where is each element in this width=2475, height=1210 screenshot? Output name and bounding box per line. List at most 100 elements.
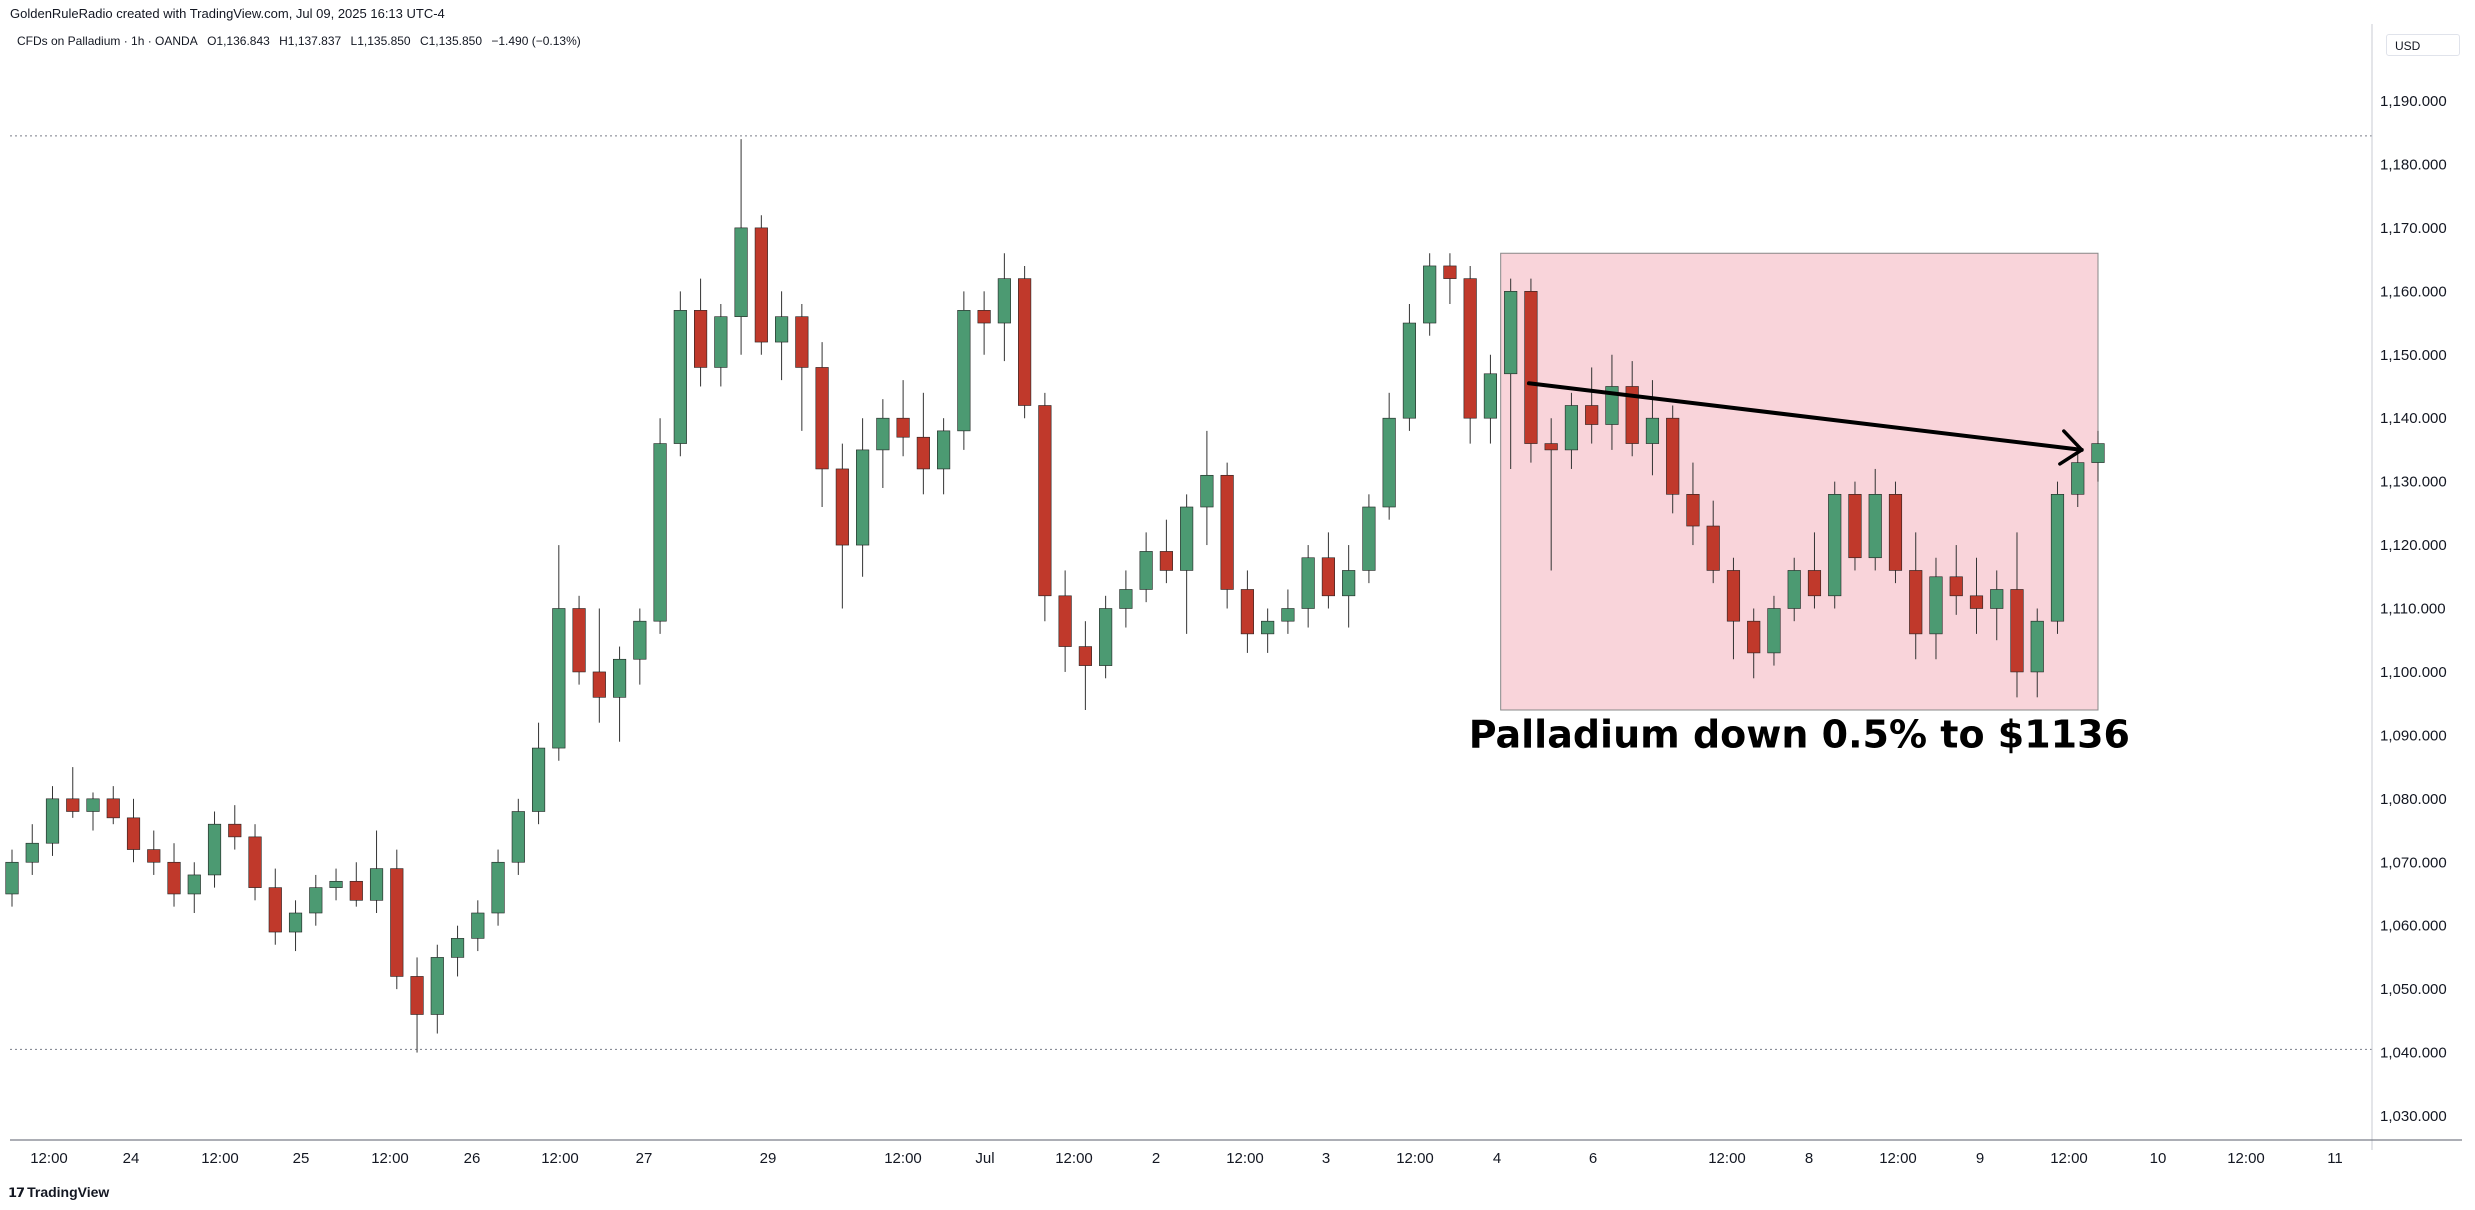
candle[interactable] bbox=[1666, 405, 1680, 514]
candle[interactable] bbox=[430, 944, 444, 1034]
candle[interactable] bbox=[1949, 545, 1963, 615]
candle[interactable] bbox=[450, 925, 465, 977]
candle[interactable] bbox=[977, 291, 991, 355]
candle[interactable] bbox=[1929, 557, 1943, 660]
candle[interactable] bbox=[673, 291, 687, 457]
candle[interactable] bbox=[612, 646, 627, 742]
candle[interactable] bbox=[309, 874, 323, 926]
candle[interactable] bbox=[106, 786, 120, 825]
candle[interactable] bbox=[694, 278, 708, 387]
candle[interactable] bbox=[471, 900, 485, 952]
candle[interactable] bbox=[1483, 354, 1498, 444]
candle[interactable] bbox=[1321, 532, 1335, 609]
candle[interactable] bbox=[1463, 265, 1477, 444]
candle[interactable] bbox=[1078, 621, 1092, 710]
candle[interactable] bbox=[572, 595, 586, 685]
candle[interactable] bbox=[795, 304, 809, 431]
candle[interactable] bbox=[1423, 253, 1437, 336]
candle[interactable] bbox=[815, 342, 829, 507]
candle[interactable] bbox=[228, 805, 242, 850]
candle[interactable] bbox=[1159, 519, 1173, 584]
candle[interactable] bbox=[997, 253, 1011, 362]
candle[interactable] bbox=[1787, 557, 1801, 622]
candle[interactable] bbox=[1240, 570, 1254, 653]
candle[interactable] bbox=[126, 798, 141, 863]
candle[interactable] bbox=[511, 798, 525, 875]
candle[interactable] bbox=[369, 830, 384, 913]
trendline[interactable] bbox=[1526, 381, 2084, 452]
candle[interactable] bbox=[1402, 304, 1416, 431]
candle[interactable] bbox=[25, 824, 39, 875]
candle[interactable] bbox=[491, 849, 505, 926]
candle[interactable] bbox=[147, 830, 161, 875]
candle[interactable] bbox=[1807, 532, 1822, 609]
candle[interactable] bbox=[1868, 468, 1882, 571]
candle[interactable] bbox=[1909, 532, 1923, 660]
candle[interactable] bbox=[1706, 500, 1720, 584]
candle[interactable] bbox=[207, 811, 222, 888]
candle[interactable] bbox=[1058, 570, 1072, 672]
candle[interactable] bbox=[1119, 570, 1133, 628]
candle[interactable] bbox=[552, 545, 566, 761]
candle[interactable] bbox=[1645, 380, 1660, 476]
candle[interactable] bbox=[1564, 392, 1579, 469]
candle[interactable] bbox=[167, 843, 181, 907]
candle[interactable] bbox=[1969, 557, 1984, 634]
candle[interactable] bbox=[856, 418, 870, 577]
candle[interactable] bbox=[1544, 418, 1558, 571]
candle[interactable] bbox=[1099, 595, 1113, 679]
candle[interactable] bbox=[633, 608, 647, 685]
candle[interactable] bbox=[1524, 278, 1538, 463]
candle[interactable] bbox=[1605, 354, 1619, 450]
candle[interactable] bbox=[1828, 481, 1842, 609]
candle[interactable] bbox=[1888, 481, 1903, 584]
candle[interactable] bbox=[1625, 361, 1639, 457]
candle[interactable] bbox=[2091, 430, 2105, 482]
candle[interactable] bbox=[1018, 265, 1032, 419]
currency-selector[interactable]: USD bbox=[2386, 34, 2460, 56]
candle[interactable] bbox=[410, 957, 424, 1053]
candle[interactable] bbox=[1261, 608, 1275, 653]
candle[interactable] bbox=[1342, 545, 1356, 628]
candle[interactable] bbox=[1747, 608, 1761, 679]
tradingview-logo[interactable]: 𝟭𝟳 TradingView bbox=[8, 1184, 109, 1201]
candle[interactable] bbox=[1200, 430, 1214, 546]
candle[interactable] bbox=[1301, 545, 1315, 628]
symbol-name[interactable]: CFDs on Palladium · 1h · OANDA bbox=[17, 34, 198, 48]
candle[interactable] bbox=[2030, 608, 2044, 698]
candle[interactable] bbox=[349, 862, 363, 907]
candle[interactable] bbox=[835, 443, 849, 609]
chart-annotation[interactable]: Palladium down 0.5% to $1136 bbox=[1469, 712, 2130, 756]
candle[interactable] bbox=[531, 722, 546, 825]
candle[interactable] bbox=[329, 868, 343, 901]
candle[interactable] bbox=[1726, 557, 1741, 660]
candle[interactable] bbox=[1767, 595, 1781, 666]
candle[interactable] bbox=[248, 824, 262, 901]
candle[interactable] bbox=[86, 792, 100, 831]
candle[interactable] bbox=[896, 380, 910, 457]
candle[interactable] bbox=[1382, 392, 1396, 520]
candle[interactable] bbox=[268, 868, 282, 945]
candle[interactable] bbox=[2010, 532, 2024, 698]
candle[interactable] bbox=[66, 767, 80, 818]
candle[interactable] bbox=[754, 215, 768, 355]
candle[interactable] bbox=[1220, 462, 1234, 609]
candle[interactable] bbox=[288, 900, 303, 952]
candle[interactable] bbox=[1585, 367, 1599, 444]
candle[interactable] bbox=[937, 418, 951, 495]
candle[interactable] bbox=[592, 608, 606, 723]
candle[interactable] bbox=[5, 849, 19, 907]
candle[interactable] bbox=[734, 139, 748, 355]
candle[interactable] bbox=[1686, 462, 1700, 546]
candle[interactable] bbox=[1038, 392, 1052, 622]
candle[interactable] bbox=[876, 399, 890, 488]
candle[interactable] bbox=[775, 291, 789, 381]
candle[interactable] bbox=[1504, 278, 1518, 469]
candle[interactable] bbox=[1139, 532, 1153, 603]
candle[interactable] bbox=[916, 392, 930, 495]
highlight-box[interactable] bbox=[1500, 252, 2099, 711]
candle[interactable] bbox=[2050, 481, 2065, 634]
candle[interactable] bbox=[187, 862, 201, 913]
candle[interactable] bbox=[390, 849, 404, 990]
